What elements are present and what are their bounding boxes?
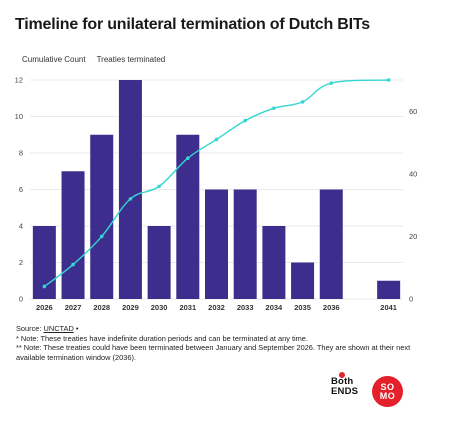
bar-2026[interactable] [32, 226, 56, 299]
bar-2032[interactable] [205, 189, 228, 300]
source-line: Source: UNCTAD • [16, 324, 426, 334]
x-tick-label: 2035 [294, 303, 311, 312]
x-tick-label: 2028 [93, 303, 110, 312]
somo-line2: MO [379, 390, 396, 401]
cumulative-point-2032[interactable] [214, 137, 219, 142]
y-left-tick-label: 8 [19, 149, 23, 158]
y-left-tick-label: 2 [19, 258, 23, 267]
x-tick-label: 2036 [323, 303, 340, 312]
legend-cumulative-count[interactable]: Cumulative Count [22, 55, 86, 64]
notes: Source: UNCTAD • * Note: These treaties … [16, 324, 426, 362]
cumulative-point-2030[interactable] [157, 184, 161, 189]
x-tick-label: 2030 [151, 303, 168, 312]
x-tick-label: 2041 [380, 303, 397, 312]
bar-2035[interactable] [291, 262, 315, 300]
legend-treaties-terminated[interactable]: Treaties terminated [96, 55, 166, 64]
x-tick-label: 2032 [208, 303, 225, 312]
cumulative-point-2029[interactable] [128, 197, 133, 201]
bar-2033[interactable] [233, 189, 257, 300]
cumulative-count-line [43, 79, 389, 288]
y-left-tick-label: 10 [15, 112, 23, 121]
legend: Cumulative Count Treaties terminated [22, 55, 165, 64]
both-ends-logo: Both ENDS [331, 372, 367, 405]
chart-title: Timeline for unilateral termination of D… [15, 16, 370, 33]
source-prefix: Source: [16, 324, 44, 333]
cumulative-point-2036[interactable] [329, 81, 334, 85]
bar-2030[interactable] [147, 226, 171, 299]
note-2036: ** Note: These treaties could have been … [16, 343, 411, 362]
y-left-tick-label: 4 [19, 222, 23, 231]
x-tick-label: 2029 [122, 303, 139, 312]
bar-2028[interactable] [90, 134, 114, 299]
bar-2031[interactable] [176, 134, 200, 299]
cumulative-point-2026[interactable] [42, 284, 47, 289]
y-right-tick-label: 20 [409, 232, 417, 241]
cumulative-point-2031[interactable] [186, 156, 190, 161]
source-link-unctad[interactable]: UNCTAD [43, 324, 74, 333]
x-tick-label: 2026 [36, 303, 53, 312]
note-indefinite: * Note: These treaties have indefinite d… [16, 333, 308, 343]
somo-line1: SO [380, 381, 395, 392]
x-tick-label: 2033 [237, 303, 254, 312]
both-ends-dot-icon [339, 372, 345, 378]
y-right-tick-label: 60 [409, 107, 417, 116]
x-tick-label: 2027 [65, 303, 82, 312]
bar-2034[interactable] [262, 226, 286, 299]
cumulative-point-2028[interactable] [99, 234, 104, 239]
cumulative-point-2027[interactable] [71, 262, 75, 267]
source-suffix: • [73, 324, 79, 333]
y-left-tick-label: 0 [19, 295, 23, 304]
both-ends-line2: ENDS [331, 386, 359, 397]
cumulative-point-2033[interactable] [243, 118, 247, 123]
y-right-tick-label: 0 [409, 295, 413, 304]
x-tick-label: 2034 [266, 303, 284, 312]
y-left-tick-label: 12 [15, 76, 23, 85]
bar-2036[interactable] [319, 189, 343, 300]
cumulative-point-2035[interactable] [300, 100, 305, 104]
somo-logo: SO MO [372, 376, 403, 407]
y-right-tick-label: 40 [409, 169, 417, 178]
bar-2027[interactable] [61, 171, 85, 299]
cumulative-point-2041[interactable] [386, 78, 391, 82]
bar-2041[interactable] [377, 280, 401, 299]
cumulative-point-2034[interactable] [272, 106, 276, 110]
chart-canvas: 0 2 4 6 8 10 12 0 20 40 60 2026 2027 2028 2029 2030 2031… [15, 76, 418, 313]
x-tick-label: 2031 [179, 303, 196, 312]
both-ends-line1: Both [331, 376, 354, 387]
bar-2029[interactable] [118, 80, 142, 299]
y-left-tick-label: 6 [19, 185, 23, 194]
